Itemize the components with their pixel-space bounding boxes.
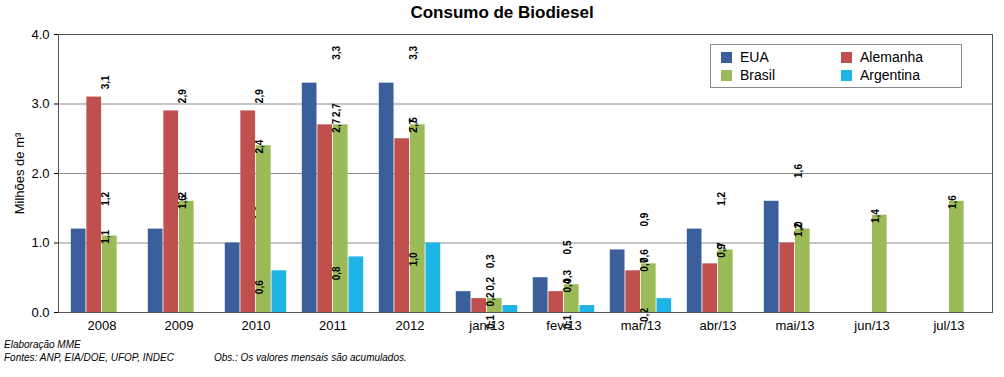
svg-text:1,1: 1,1 (100, 229, 111, 243)
svg-text:2009: 2009 (165, 318, 194, 333)
svg-text:0,7: 0,7 (639, 257, 650, 271)
html-text:Obs.: Os valores mensais são a: Obs.: Os valores mensais são acumulados. (213, 352, 407, 363)
html-text:Consumo de Biodiesel: Consumo de Biodiesel (410, 3, 594, 22)
svg-text:0,2: 0,2 (485, 292, 496, 306)
svg-text:0,2: 0,2 (485, 276, 496, 290)
svg-text:0,4: 0,4 (562, 278, 573, 292)
svg-text:1,0: 1,0 (408, 252, 419, 266)
svg-text:0,3: 0,3 (485, 254, 496, 268)
svg-text:fev/13: fev/13 (546, 317, 582, 333)
svg-text:2010: 2010 (242, 318, 271, 333)
svg-text:1,6: 1,6 (947, 195, 958, 209)
svg-text:0,9: 0,9 (639, 212, 650, 226)
svg-text:0,6: 0,6 (254, 280, 265, 294)
svg-text:3.0: 3.0 (31, 96, 49, 111)
svg-text:2,4: 2,4 (254, 139, 265, 153)
svg-text:mar/13: mar/13 (620, 317, 662, 333)
svg-text:1.0: 1.0 (31, 235, 49, 250)
svg-text:1,2: 1,2 (716, 191, 727, 205)
svg-text:1,2: 1,2 (100, 191, 111, 205)
svg-text:2,9: 2,9 (254, 89, 265, 103)
svg-text:2,7: 2,7 (331, 103, 342, 117)
svg-text:0.0: 0.0 (31, 305, 49, 320)
html-text:EUA: EUA (740, 49, 769, 65)
svg-text:1,2: 1,2 (793, 223, 804, 237)
svg-text:3,3: 3,3 (331, 45, 342, 59)
svg-text:0,5: 0,5 (562, 240, 573, 254)
html-text:Fontes: ANP, EIA/DOE, UFOP, IN: Fontes: ANP, EIA/DOE, UFOP, INDEC (4, 352, 174, 363)
svg-text:0,1: 0,1 (485, 315, 496, 329)
html-text:Alemanha: Alemanha (860, 49, 923, 65)
svg-text:1,6: 1,6 (177, 195, 188, 209)
svg-text:Milhões de m³: Milhões de m³ (12, 132, 27, 214)
svg-text:0,2: 0,2 (639, 308, 650, 322)
svg-text:2,7: 2,7 (408, 118, 419, 132)
svg-text:3,1: 3,1 (100, 75, 111, 89)
svg-text:1,4: 1,4 (870, 209, 881, 223)
html-text:Argentina: Argentina (860, 67, 920, 83)
svg-text:jul/13: jul/13 (932, 318, 964, 333)
svg-text:2,7: 2,7 (331, 118, 342, 132)
svg-text:0,3: 0,3 (562, 270, 574, 284)
html-text:Brasil: Brasil (740, 67, 775, 83)
html-text:Elaboração MME: Elaboração MME (4, 339, 81, 350)
svg-text:0,6: 0,6 (639, 249, 651, 263)
svg-text:2011: 2011 (319, 318, 347, 333)
svg-text:jan/13: jan/13 (469, 317, 505, 333)
svg-text:abr/13: abr/13 (700, 318, 737, 333)
svg-text:0,9: 0,9 (716, 243, 727, 257)
svg-text:mai/13: mai/13 (775, 318, 814, 333)
svg-text:2008: 2008 (88, 318, 117, 333)
svg-text:2.0: 2.0 (31, 166, 49, 181)
svg-text:2,9: 2,9 (177, 89, 188, 103)
svg-text:0,1: 0,1 (562, 315, 573, 329)
svg-text:2012: 2012 (396, 318, 425, 333)
svg-text:jun/13: jun/13 (853, 318, 889, 333)
svg-text:1,6: 1,6 (793, 164, 804, 178)
svg-text:3,3: 3,3 (408, 45, 419, 59)
svg-text:0,8: 0,8 (331, 266, 342, 280)
svg-text:4.0: 4.0 (31, 27, 49, 42)
